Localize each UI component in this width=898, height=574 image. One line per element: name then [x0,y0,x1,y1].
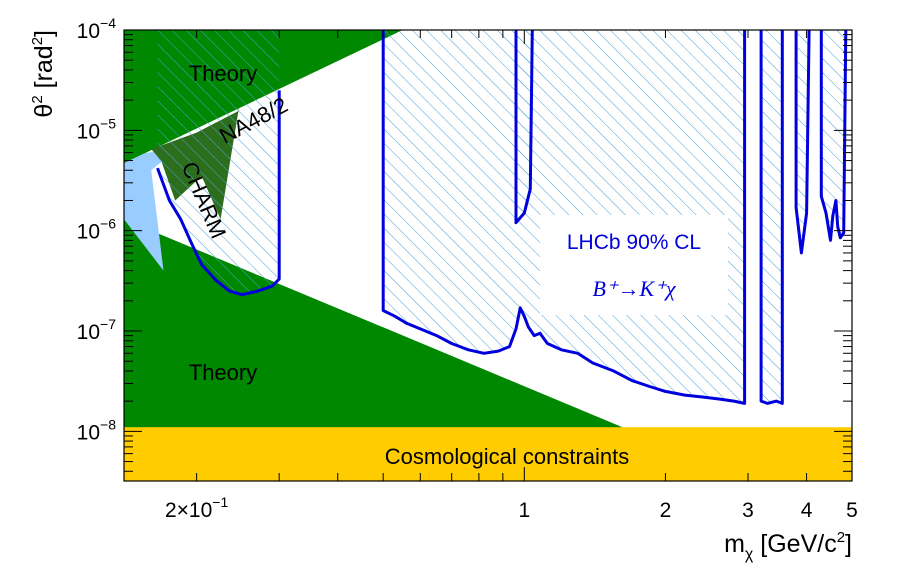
x-tick-label: 1 [518,499,530,522]
y-tick-label: 10−8 [77,416,117,444]
lhcb-hatch-0 [157,30,280,295]
legend-box [540,215,728,315]
x-tick-label: 5 [846,499,858,522]
lhcb-limit-line-4 [794,30,811,255]
lhcb-limit-line-5 [819,30,848,242]
lhcb-hatch-5 [821,30,846,241]
lhcb-limit-line-3 [759,30,784,405]
cosmo-label: Cosmological constraints [385,444,630,469]
legend-title: LHCb 90% CL [567,231,701,254]
plot-frame [123,29,853,482]
lhcb-hatch-3 [761,30,783,404]
y-tick-label: 10−7 [77,316,117,344]
x-tick-label: 2 [660,499,672,522]
lhcb-hatch-2 [516,30,533,223]
y-axis-title: θ2 [rad2] [29,30,58,118]
x-tick-label: 3 [742,499,754,522]
charm-region [124,132,197,271]
plot-area [124,30,852,481]
theory-upper-label: Theory [189,61,257,86]
y-tick-label: 10−4 [77,15,117,43]
cosmo-region [124,427,852,481]
theory-lower-label: Theory [189,360,257,385]
lhcb-limit-line-2 [514,30,534,225]
y-tick-label: 10−6 [77,216,117,244]
x-tick-label: 2×10−1 [165,494,228,522]
lhcb-limit-line-0 [156,90,281,297]
legend-decay: B⁺→K⁺χ [592,276,676,301]
lhcb-limit-line-1 [381,30,747,405]
x-axis-title: mχ [GeV/c2] [724,529,852,563]
x-tick-label: 4 [801,499,813,522]
axes: 2×10−1 1 2 3 4 5 10−4 10−5 10−6 10−7 10−8 [77,15,858,522]
y-tick-label: 10−5 [77,115,117,143]
